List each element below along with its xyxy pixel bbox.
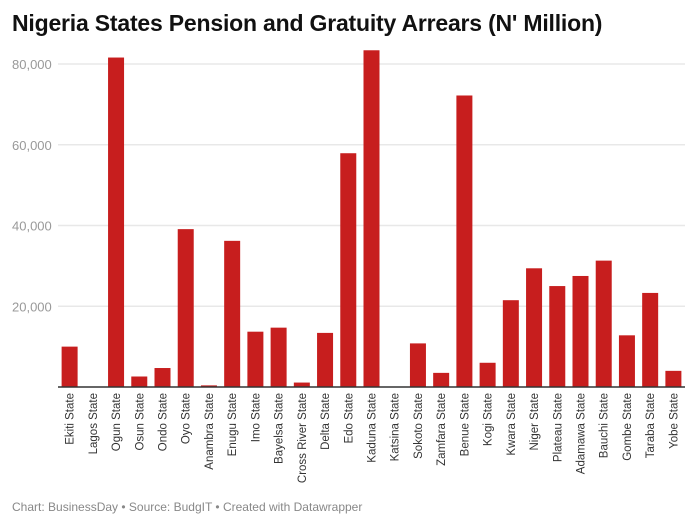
bar (456, 95, 473, 388)
chart-footer: Chart: BusinessDay • Source: BudgIT • Cr… (12, 500, 363, 514)
bar-chart: 20,000 40,000 60,000 80,000 Ekiti State Lagos… (12, 50, 685, 483)
bar (479, 362, 496, 387)
bar (177, 229, 194, 387)
bar (154, 368, 171, 387)
x-tick-label: Bayelsa State (274, 393, 286, 464)
x-tick-label: Zamfara State (436, 393, 448, 466)
x-tick-label: Yobe State (668, 393, 680, 449)
bar (618, 335, 635, 387)
bar (642, 292, 659, 387)
x-tick-label: Adamawa State (576, 393, 588, 474)
bar (200, 385, 217, 387)
bar (549, 286, 566, 387)
x-tick-label: Kogi State (483, 393, 495, 446)
bar (433, 372, 450, 387)
bar (595, 260, 612, 387)
bar (317, 332, 334, 387)
x-tick-label: Plateau State (552, 393, 564, 462)
bar (224, 240, 241, 387)
x-tick-label: Cross River State (297, 393, 309, 483)
x-tick-label: Enugu State (227, 393, 239, 456)
bar (61, 346, 78, 387)
y-tick-label: 20,000 (12, 299, 52, 314)
x-tick-label: Gombe State (622, 393, 634, 461)
x-tick-label: Oyo State (181, 393, 193, 444)
x-tick-label: Katsina State (390, 393, 402, 461)
bar (247, 331, 264, 387)
chart-title: Nigeria States Pension and Gratuity Arre… (12, 10, 603, 36)
x-tick-label: Kwara State (506, 393, 518, 456)
x-tick-label: Edo State (343, 393, 355, 444)
x-tick-label: Imo State (250, 393, 262, 442)
y-tick-label: 80,000 (12, 57, 52, 72)
x-tick-label: Delta State (320, 393, 332, 450)
y-tick-label: 40,000 (12, 219, 52, 234)
x-tick-label: Ekiti State (65, 393, 77, 445)
bar (526, 268, 543, 387)
bar (108, 57, 125, 387)
bar (409, 343, 426, 387)
y-tick-label: 60,000 (12, 138, 52, 153)
bar (665, 370, 682, 387)
x-tick-label: Ogun State (111, 393, 123, 451)
bar (131, 376, 148, 387)
x-tick-label: Benue State (459, 393, 471, 456)
bar (293, 382, 310, 387)
x-tick-label: Anambra State (204, 393, 216, 470)
bar (502, 300, 519, 387)
bar (340, 153, 357, 387)
x-tick-label: Lagos State (88, 393, 100, 454)
x-tick-label: Niger State (529, 393, 541, 451)
bar (270, 327, 287, 387)
x-tick-label: Osun State (134, 393, 146, 451)
x-tick-label: Ondo State (158, 393, 170, 451)
x-tick-label: Bauchi State (599, 393, 611, 458)
x-tick-label: Taraba State (645, 393, 657, 458)
x-tick-label: Kaduna State (367, 393, 379, 463)
x-tick-label: Sokoto State (413, 393, 425, 459)
bar (572, 275, 589, 387)
bar (363, 50, 380, 388)
